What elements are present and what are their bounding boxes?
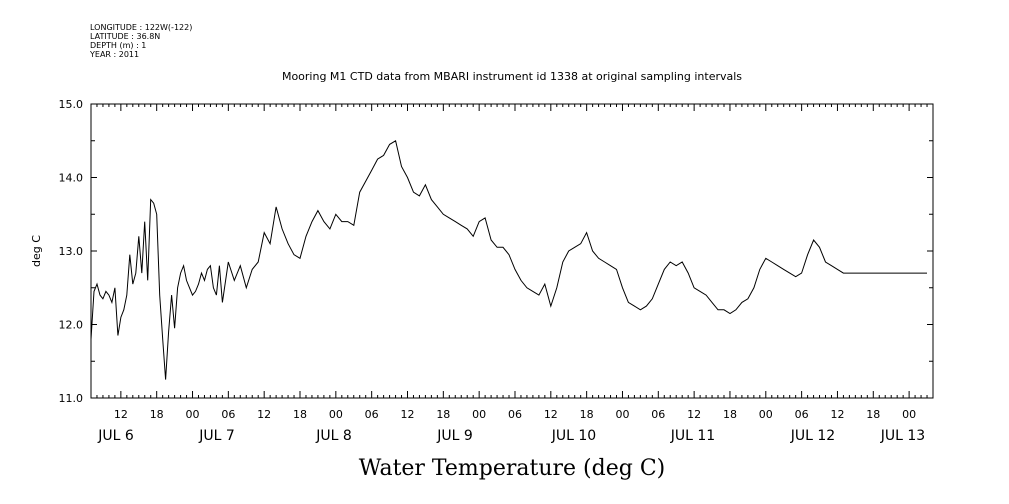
x-hour-label: 12: [544, 408, 558, 421]
y-tick-label: 13.0: [59, 245, 84, 258]
x-hour-label: 00: [329, 408, 343, 421]
meta-year: YEAR : 2011: [89, 50, 139, 59]
meta-depth: DEPTH (m) : 1: [90, 41, 146, 50]
x-hour-label: 12: [257, 408, 271, 421]
x-hour-label: 18: [436, 408, 450, 421]
x-hour-label: 12: [830, 408, 844, 421]
x-axis-title: Water Temperature (deg C): [359, 456, 666, 481]
x-hour-label: 18: [580, 408, 594, 421]
y-tick-label: 11.0: [59, 392, 84, 405]
x-hour-label: 06: [221, 408, 235, 421]
x-day-label: JUL 11: [670, 428, 715, 444]
x-day-label: JUL 9: [436, 428, 473, 444]
y-axis-label: deg C: [30, 235, 43, 267]
x-day-label: JUL 12: [790, 428, 835, 444]
temperature-series-line: [90, 140, 927, 380]
x-hour-label: 06: [795, 408, 809, 421]
x-hour-label: 12: [400, 408, 414, 421]
x-hour-label: 00: [902, 408, 916, 421]
x-hour-label: 06: [365, 408, 379, 421]
x-day-label: JUL 7: [198, 428, 235, 444]
x-hour-label: 12: [114, 408, 128, 421]
meta-longitude: LONGITUDE : 122W(-122): [90, 23, 192, 32]
y-tick-label: 15.0: [59, 98, 84, 111]
x-hour-label: 18: [293, 408, 307, 421]
x-hour-label: 00: [759, 408, 773, 421]
x-hour-label: 06: [651, 408, 665, 421]
x-day-label: JUL 8: [315, 428, 352, 444]
chart-title: Mooring M1 CTD data from MBARI instrumen…: [282, 70, 742, 83]
plot-frame: [90, 103, 934, 399]
y-axis-ticks: 11.0 12.0 13.0 14.0 15.0: [59, 98, 933, 405]
x-hour-label: 12: [687, 408, 701, 421]
x-hour-label: 18: [866, 408, 880, 421]
x-day-label: JUL 13: [880, 428, 925, 444]
x-hour-label: 00: [186, 408, 200, 421]
x-hour-label: 18: [723, 408, 737, 421]
y-tick-label: 14.0: [59, 172, 84, 185]
x-day-label: JUL 10: [551, 428, 596, 444]
x-hour-label: 06: [508, 408, 522, 421]
x-hour-label: 00: [615, 408, 629, 421]
series-layer: [90, 140, 927, 380]
meta-latitude: LATITUDE : 36.8N: [90, 32, 160, 41]
x-axis-ticks: 12 18 00 06 12 18 00 06 12 18 00 06 12 18 00 06 12 18 00 06…: [96, 104, 928, 444]
x-day-label: JUL 6: [97, 428, 134, 444]
x-hour-label: 18: [150, 408, 164, 421]
metadata-block: LONGITUDE : 122W(-122) LATITUDE : 36.8N …: [89, 23, 192, 59]
y-tick-label: 12.0: [59, 319, 84, 332]
x-hour-label: 00: [472, 408, 486, 421]
